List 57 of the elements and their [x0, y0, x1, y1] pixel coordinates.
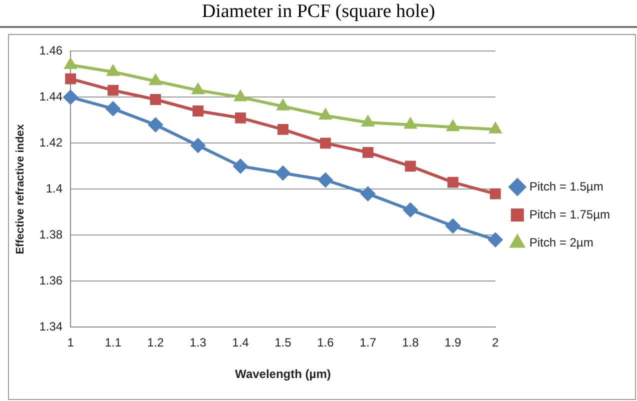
point — [446, 120, 460, 132]
x-tick-label: 2 — [492, 336, 500, 350]
point — [235, 112, 246, 124]
point — [276, 98, 290, 110]
point — [191, 82, 205, 94]
x-tick-label: 1.4 — [232, 336, 250, 350]
point — [108, 84, 118, 96]
point — [447, 176, 458, 188]
y-axis-title: Effective refractive index — [14, 123, 27, 254]
x-tick-label: 1.7 — [360, 336, 377, 350]
x-tick-label: 1.5 — [274, 336, 292, 350]
x-axis-title: Wavelength (µm) — [235, 367, 331, 382]
legend-label: Pitch = 1.5µm — [529, 179, 604, 194]
point — [190, 138, 206, 153]
point — [65, 73, 76, 84]
y-tick-label: 1.4 — [46, 182, 63, 196]
point — [445, 218, 460, 234]
point — [402, 202, 418, 218]
x-tick-label: 1 — [67, 336, 74, 350]
chart-title: Diameter in PCF (square hole) — [0, 0, 637, 28]
point — [488, 232, 503, 248]
y-tick-label: 1.34 — [39, 320, 63, 334]
point — [404, 117, 417, 129]
point — [320, 138, 331, 149]
point — [234, 90, 248, 102]
x-tick-label: 1.8 — [402, 336, 420, 350]
y-tick-label: 1.36 — [39, 274, 63, 288]
point — [318, 172, 333, 188]
point — [106, 101, 121, 116]
y-tick-label: 1.38 — [39, 228, 63, 242]
point — [64, 58, 78, 69]
point — [63, 90, 78, 105]
point — [361, 115, 374, 126]
x-tick-label: 1.2 — [147, 336, 164, 350]
x-tick-label: 1.3 — [190, 336, 207, 350]
point — [362, 146, 374, 158]
point — [318, 108, 332, 120]
point — [360, 186, 376, 202]
point — [278, 124, 288, 135]
point — [150, 94, 161, 105]
point — [275, 166, 290, 181]
point — [106, 64, 120, 76]
point — [404, 160, 416, 172]
x-tick-label: 1.6 — [317, 336, 334, 350]
point — [148, 117, 164, 132]
x-tick-label: 1.9 — [444, 336, 462, 350]
point — [148, 74, 162, 86]
point — [192, 106, 204, 116]
x-tick-label: 1.1 — [104, 336, 122, 350]
y-tick-label: 1.44 — [39, 90, 63, 104]
legend-label: Pitch = 1.75µm — [529, 207, 610, 222]
point — [490, 188, 501, 200]
y-tick-label: 1.42 — [39, 136, 63, 150]
legend-label: Pitch = 2µm — [529, 235, 594, 250]
y-tick-label: 1.46 — [39, 44, 63, 58]
point — [232, 158, 248, 174]
point — [488, 122, 502, 134]
